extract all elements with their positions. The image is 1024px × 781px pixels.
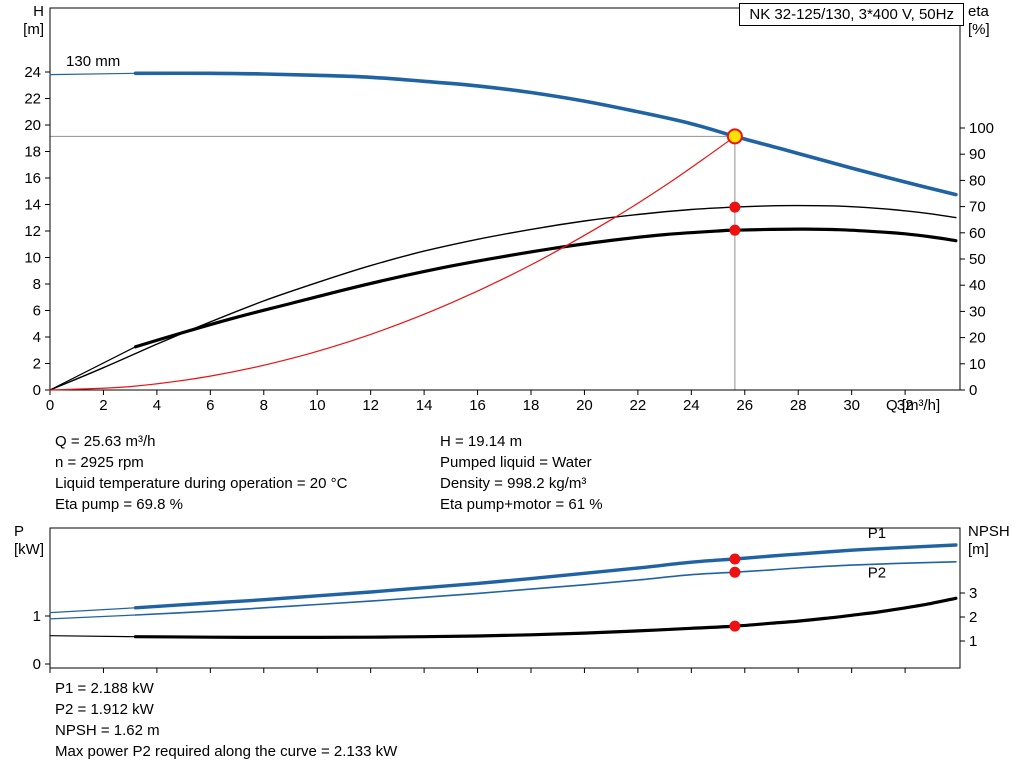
right-axis-title: [%] [968,21,990,38]
max-power-text: Max power P2 required along the curve = … [55,743,398,760]
eta-pump-motor-duty-dot [729,224,741,236]
right-tick-label: 3 [969,585,977,602]
plot-frame [49,527,961,669]
left-tick-label: 0 [33,382,41,399]
head-curve-lead-in [49,72,137,76]
bottom-tick-label: 20 [576,397,593,414]
right-tick-label: 20 [969,330,986,347]
operating-point-right-column: H = 19.14 m Pumped liquid = Water Densit… [440,431,603,515]
left-tick-label: 1 [33,608,41,625]
left-tick-label: 2 [33,356,41,373]
right-tick-label: 1 [969,633,977,650]
bottom-tick-label: 18 [523,397,540,414]
op-flow-text: Q = 25.63 m³/h [55,433,156,450]
bottom-tick-label: 0 [46,397,54,414]
op-density-text: Density = 998.2 kg/m³ [440,475,587,492]
p2-curve [134,561,957,616]
left-tick-label: 12 [24,223,41,240]
x-axis-title: Q [m³/h] [886,397,940,414]
left-tick-label: 10 [24,250,41,267]
right-tick-label: 30 [969,303,986,320]
bottom-tick-label: 4 [153,397,161,414]
p1-value-text: P1 = 2.188 kW [55,680,154,697]
eta-pump-motor-lead-in [49,346,137,391]
left-tick-label: 18 [24,144,41,161]
npsh-curve-lead-in [49,635,137,638]
left-tick-label: 6 [33,303,41,320]
op-head-text: H = 19.14 m [440,433,523,450]
left-tick-label: 14 [24,197,41,214]
op-eta-pump-motor-text: Eta pump+motor = 61 % [440,496,603,513]
left-axis-title: [m] [23,21,44,38]
bottom-tick-label: 8 [260,397,268,414]
pump-model-title: NK 32-125/130, 3*400 V, 50Hz [739,3,964,26]
op-eta-pump-text: Eta pump = 69.8 % [55,496,183,513]
impeller-label: 130 mm [66,53,120,70]
bottom-tick-label: 32 [897,397,914,414]
bottom-tick-label: 10 [309,397,326,414]
right-axis-title: eta [968,3,990,20]
p2-curve-lead-in [49,614,137,620]
duty-point [726,128,743,145]
eta-pump-motor-curve [133,227,958,349]
bottom-tick-label: 28 [790,397,807,414]
right-tick-label: 2 [969,609,977,626]
right-tick-label: 10 [969,356,986,373]
p1-curve [133,543,958,610]
npsh-duty-dot [729,620,741,632]
eta-pump-duty-dot [729,201,741,213]
bottom-tick-label: 14 [416,397,433,414]
right-tick-label: 0 [969,382,977,399]
npsh-curve [133,596,958,640]
right-tick-label: 70 [969,199,986,216]
p2-curve-label: P2 [868,565,886,582]
right-tick-label: 100 [969,120,994,137]
op-liquid-temperature-text: Liquid temperature during operation = 20… [55,475,348,492]
op-pumped-liquid-text: Pumped liquid = Water [440,454,592,471]
left-tick-label: 4 [33,329,41,346]
p1-curve-lead-in [49,607,137,614]
left-axis-title: P [14,523,24,540]
right-axis-title: [m] [968,541,989,558]
bottom-tick-label: 2 [99,397,107,414]
bottom-tick-label: 6 [206,397,214,414]
system-curve [49,135,736,391]
bottom-tick-label: 16 [469,397,486,414]
right-tick-label: 90 [969,146,986,163]
head-curve [133,71,958,197]
left-tick-label: 22 [24,91,41,108]
power-npsh-block: P1 = 2.188 kW P2 = 1.912 kW NPSH = 1.62 … [55,678,397,762]
bottom-tick-label: 24 [683,397,700,414]
right-tick-label: 40 [969,277,986,294]
left-tick-label: 0 [33,656,41,673]
bottom-tick-label: 30 [843,397,860,414]
p1-curve-label: P1 [868,525,886,542]
right-tick-label: 60 [969,225,986,242]
left-tick-label: 20 [24,117,41,134]
bottom-tick-label: 12 [362,397,379,414]
plot-frame [49,7,961,391]
left-tick-label: 8 [33,276,41,293]
p2-value-text: P2 = 1.912 kW [55,701,154,718]
left-axis-title: [kW] [14,541,44,558]
operating-point-left-column: Q = 25.63 m³/h n = 2925 rpm Liquid tempe… [55,431,347,515]
right-tick-label: 50 [969,251,986,268]
left-tick-label: 16 [24,170,41,187]
p1-duty-dot [729,553,741,565]
bottom-tick-label: 22 [630,397,647,414]
bottom-tick-label: 26 [736,397,753,414]
right-axis-title: NPSH [968,523,1010,540]
p2-duty-dot [729,566,741,578]
right-tick-label: 80 [969,172,986,189]
left-axis-title: H [33,3,44,20]
left-tick-label: 24 [24,64,41,81]
eta-pump-curve [49,204,957,391]
npsh-value-text: NPSH = 1.62 m [55,722,160,739]
op-speed-text: n = 2925 rpm [55,454,144,471]
